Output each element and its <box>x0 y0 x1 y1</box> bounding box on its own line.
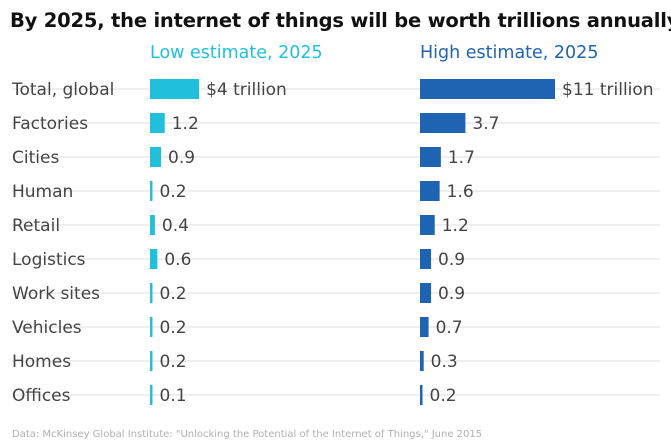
data-label-low: 0.1 <box>160 386 187 406</box>
bar-high-estimate <box>420 249 432 269</box>
data-label-low: $4 trillion <box>206 80 287 100</box>
category-label: Human <box>12 182 73 202</box>
bar-high-estimate <box>420 79 555 99</box>
bar-high-estimate <box>420 181 440 201</box>
bar-low-estimate <box>150 351 153 371</box>
bar-high-estimate <box>420 215 435 235</box>
category-label: Factories <box>12 114 88 134</box>
bar-low-estimate <box>150 317 153 337</box>
category-label: Homes <box>12 352 71 372</box>
bar-high-estimate <box>420 283 432 303</box>
legend-high-estimate: High estimate, 2025 <box>420 43 598 63</box>
data-label-high: 1.6 <box>447 182 474 202</box>
data-label-low: 0.4 <box>162 216 189 236</box>
data-label-low: 0.2 <box>160 284 187 304</box>
bar-low-estimate <box>150 385 153 405</box>
data-label-high: 0.7 <box>436 318 463 338</box>
legend-low-estimate: Low estimate, 2025 <box>150 43 323 63</box>
bar-high-estimate <box>420 385 423 405</box>
bar-high-estimate <box>420 147 441 167</box>
category-label: Cities <box>12 148 59 168</box>
bar-high-estimate <box>420 317 429 337</box>
data-label-high: 1.2 <box>442 216 469 236</box>
category-label: Vehicles <box>12 318 82 338</box>
data-label-low: 0.6 <box>164 250 191 270</box>
data-label-low: 0.2 <box>160 318 187 338</box>
data-label-high: 0.2 <box>430 386 457 406</box>
category-label: Total, global <box>11 80 114 100</box>
data-label-high: 0.9 <box>438 250 465 270</box>
category-label: Work sites <box>12 284 100 304</box>
bar-low-estimate <box>150 79 200 99</box>
data-label-high: $11 trillion <box>562 80 654 100</box>
category-label: Logistics <box>12 250 86 270</box>
category-label: Offices <box>12 386 71 406</box>
category-label: Retail <box>12 216 60 236</box>
data-label-low: 0.2 <box>160 352 187 372</box>
chart-title: By 2025, the internet of things will be … <box>10 9 671 32</box>
bar-low-estimate <box>150 283 153 303</box>
bar-low-estimate <box>150 181 153 201</box>
data-label-high: 0.9 <box>438 284 465 304</box>
bar-high-estimate <box>420 351 424 371</box>
source-footnote: Data: McKinsey Global Institute: "Unlock… <box>12 429 483 440</box>
data-label-high: 1.7 <box>448 148 475 168</box>
data-label-high: 3.7 <box>472 114 499 134</box>
data-label-high: 0.3 <box>431 352 458 372</box>
bar-low-estimate <box>150 215 155 235</box>
bar-low-estimate <box>150 147 162 167</box>
data-label-low: 0.2 <box>160 182 187 202</box>
data-label-low: 0.9 <box>168 148 195 168</box>
bar-low-estimate <box>150 113 165 133</box>
data-label-low: 1.2 <box>172 114 199 134</box>
bar-high-estimate <box>420 113 466 133</box>
bar-low-estimate <box>150 249 158 269</box>
